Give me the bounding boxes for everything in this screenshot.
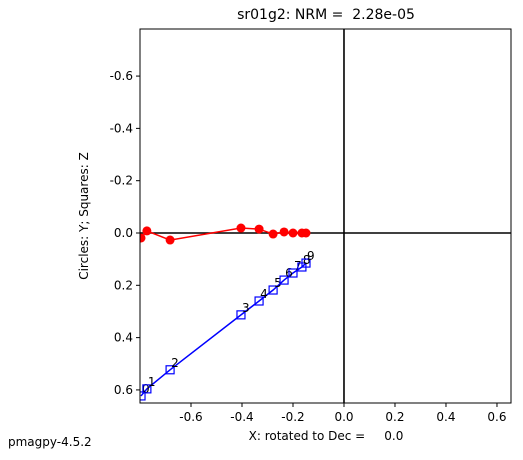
footer: pmagpy-4.5.2	[8, 435, 92, 449]
x-tick-label: -0.2	[281, 410, 304, 424]
x-tick-label: -0.6	[179, 410, 202, 424]
y-axis-label: Circles: Y; Squares: Z	[77, 152, 91, 280]
y-tick-label: 0.6	[114, 383, 133, 397]
x-tick-label: 0.2	[385, 410, 404, 424]
point-label: 5	[274, 276, 282, 290]
point-square	[165, 365, 175, 375]
point-circle	[140, 233, 146, 243]
point-circle	[268, 229, 278, 239]
plot-area	[140, 29, 511, 403]
x-tick-label: -0.4	[230, 410, 253, 424]
y-tick-label: 0.4	[114, 331, 133, 345]
point-square	[254, 296, 264, 306]
point-square	[288, 268, 298, 278]
point-label: 9	[307, 249, 315, 263]
point-square	[279, 275, 289, 285]
x-tick-label: 0.6	[487, 410, 506, 424]
point-circle	[254, 224, 264, 234]
point-label: 2	[171, 356, 179, 370]
y-tick-label: -0.2	[110, 174, 133, 188]
point-label: 3	[242, 301, 250, 315]
point-circle	[236, 223, 246, 233]
x-tick-label: 0.0	[334, 410, 353, 424]
point-label: 8	[303, 253, 311, 267]
point-label: 4	[260, 287, 268, 301]
point-label: 0	[142, 382, 150, 396]
point-label: 1	[148, 375, 156, 389]
axes-frame	[139, 28, 512, 404]
point-square	[236, 310, 246, 320]
point-square	[142, 384, 152, 394]
point-circle	[142, 226, 152, 236]
point-circle	[279, 227, 289, 237]
y-tick-label: -0.4	[110, 121, 133, 135]
point-circle	[288, 228, 298, 238]
point-circle	[165, 235, 175, 245]
point-square	[140, 391, 146, 401]
point-circle	[301, 228, 311, 238]
x-axis-label: X: rotated to Dec = 0.0	[249, 429, 404, 443]
point-square	[301, 258, 311, 268]
point-square	[268, 285, 278, 295]
y-tick-label: 0.2	[114, 278, 133, 292]
y-tick-label: 0.0	[114, 226, 133, 240]
x-tick-label: 0.4	[436, 410, 455, 424]
y-tick-label: -0.6	[110, 69, 133, 83]
chart-title: sr01g2: NRM = 2.28e-05	[237, 7, 415, 23]
